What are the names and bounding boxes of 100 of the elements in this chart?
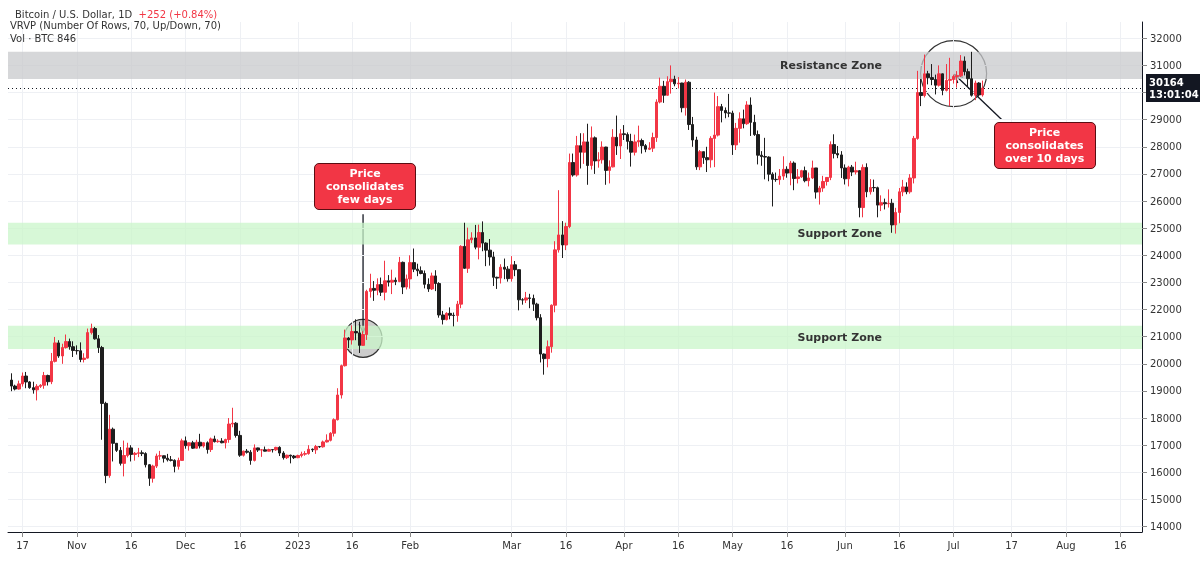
candlestick [528,293,531,309]
candlestick [615,115,618,156]
candlestick [445,311,448,321]
y-tick-label: 15000 [1150,493,1182,505]
candlestick [593,135,597,175]
candlestick [800,169,803,179]
candlestick [263,446,267,452]
candlestick [314,444,318,455]
candlestick [713,92,716,168]
y-tick-label: 25000 [1150,222,1182,234]
candlestick [858,169,861,218]
x-tick-label: Nov [67,539,87,551]
candlestick [571,153,575,178]
candlestick [256,447,260,453]
candlestick [318,445,321,449]
candlestick [206,440,209,455]
candlestick [278,445,281,457]
x-tick-label: 16 [892,539,906,551]
candlestick [677,76,680,89]
y-tick-label: 17000 [1150,439,1182,451]
x-tick-label: 2023 [285,539,311,551]
candlestick [619,128,622,160]
candlestick [285,454,289,460]
band-label: Support Zone [797,227,882,241]
candlestick [198,433,202,449]
y-tick-label: 21000 [1150,331,1182,343]
candlestick [640,138,644,155]
candlestick [789,160,792,186]
candlestick [292,454,296,460]
candlestick [311,447,314,453]
candlestick [673,75,676,87]
x-tick-label: 17 [16,539,29,551]
candlestick [854,161,858,175]
candlestick [383,260,387,301]
candlestick [792,160,796,191]
candlestick [184,436,187,450]
candlestick [974,80,977,101]
candlestick [937,64,941,88]
candlestick [861,163,865,218]
candlestick [376,277,379,296]
candlestick [590,125,593,171]
candlestick [629,133,633,168]
candlestick [430,272,434,291]
candlestick [191,440,195,450]
candlestick [242,450,245,458]
y-tick-label: 24000 [1150,249,1182,261]
candlestick [267,448,271,452]
candlestick [561,220,564,259]
candlestick [282,450,285,461]
y-tick-label: 14000 [1150,521,1182,533]
text: +252 (+0.84%) [138,8,218,20]
candlestick [887,188,890,209]
candlestick [503,258,506,280]
candlestick [220,437,224,444]
candlestick [390,269,394,295]
candlestick [398,256,401,283]
y-tick-label: 22000 [1150,304,1182,316]
candlestick [202,441,205,449]
candlestick [350,324,354,346]
candlestick [869,178,872,196]
candlestick [600,140,604,165]
candlestick [832,133,836,159]
candlestick [401,261,405,295]
candlestick [253,443,256,462]
candlestick [24,371,28,389]
y-tick-label: 29000 [1150,114,1182,126]
candlestick [742,109,745,129]
band-label: Resistance Zone [780,58,882,72]
candlestick [586,123,589,186]
candlestick [35,383,39,401]
candlestick [749,96,752,137]
candlestick [296,454,300,459]
candlestick [57,339,60,359]
candlestick [129,444,133,462]
candlestick [271,448,274,454]
candlestick [133,451,137,462]
candlestick [948,57,952,107]
x-tick-label: 16 [345,539,359,551]
candlestick [260,448,263,458]
x-tick-label: 17 [1005,539,1018,551]
candlestick [249,449,252,466]
candlestick [883,198,887,210]
text: 13:01:04 [1149,88,1199,100]
candlestick [86,328,89,360]
candlestick [510,255,513,283]
x-tick-label: Mar [502,539,522,551]
candlestick [32,381,35,395]
candlestick [582,132,586,165]
y-tick-label: 16000 [1150,466,1182,478]
candlestick [307,444,310,456]
candlestick [274,446,278,452]
candlestick [137,447,140,458]
x-tick-label: 16 [124,539,138,551]
candlestick [166,453,169,462]
candlestick [71,340,75,358]
candlestick [474,224,477,250]
candlestick [803,166,807,183]
candlestick [408,254,412,290]
candlestick [662,80,666,104]
candlestick [575,135,579,178]
